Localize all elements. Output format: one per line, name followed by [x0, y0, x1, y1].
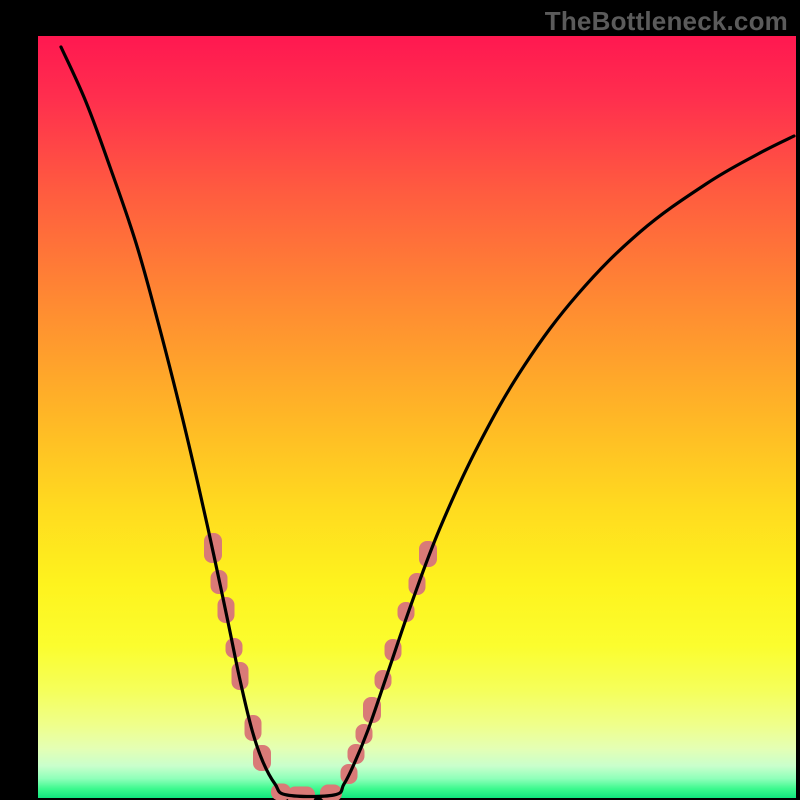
- marker-layer: [204, 533, 437, 800]
- plot-area: [38, 36, 796, 798]
- watermark-text: TheBottleneck.com: [545, 6, 788, 37]
- v-curve-path: [61, 47, 794, 797]
- chart-svg: [38, 36, 796, 798]
